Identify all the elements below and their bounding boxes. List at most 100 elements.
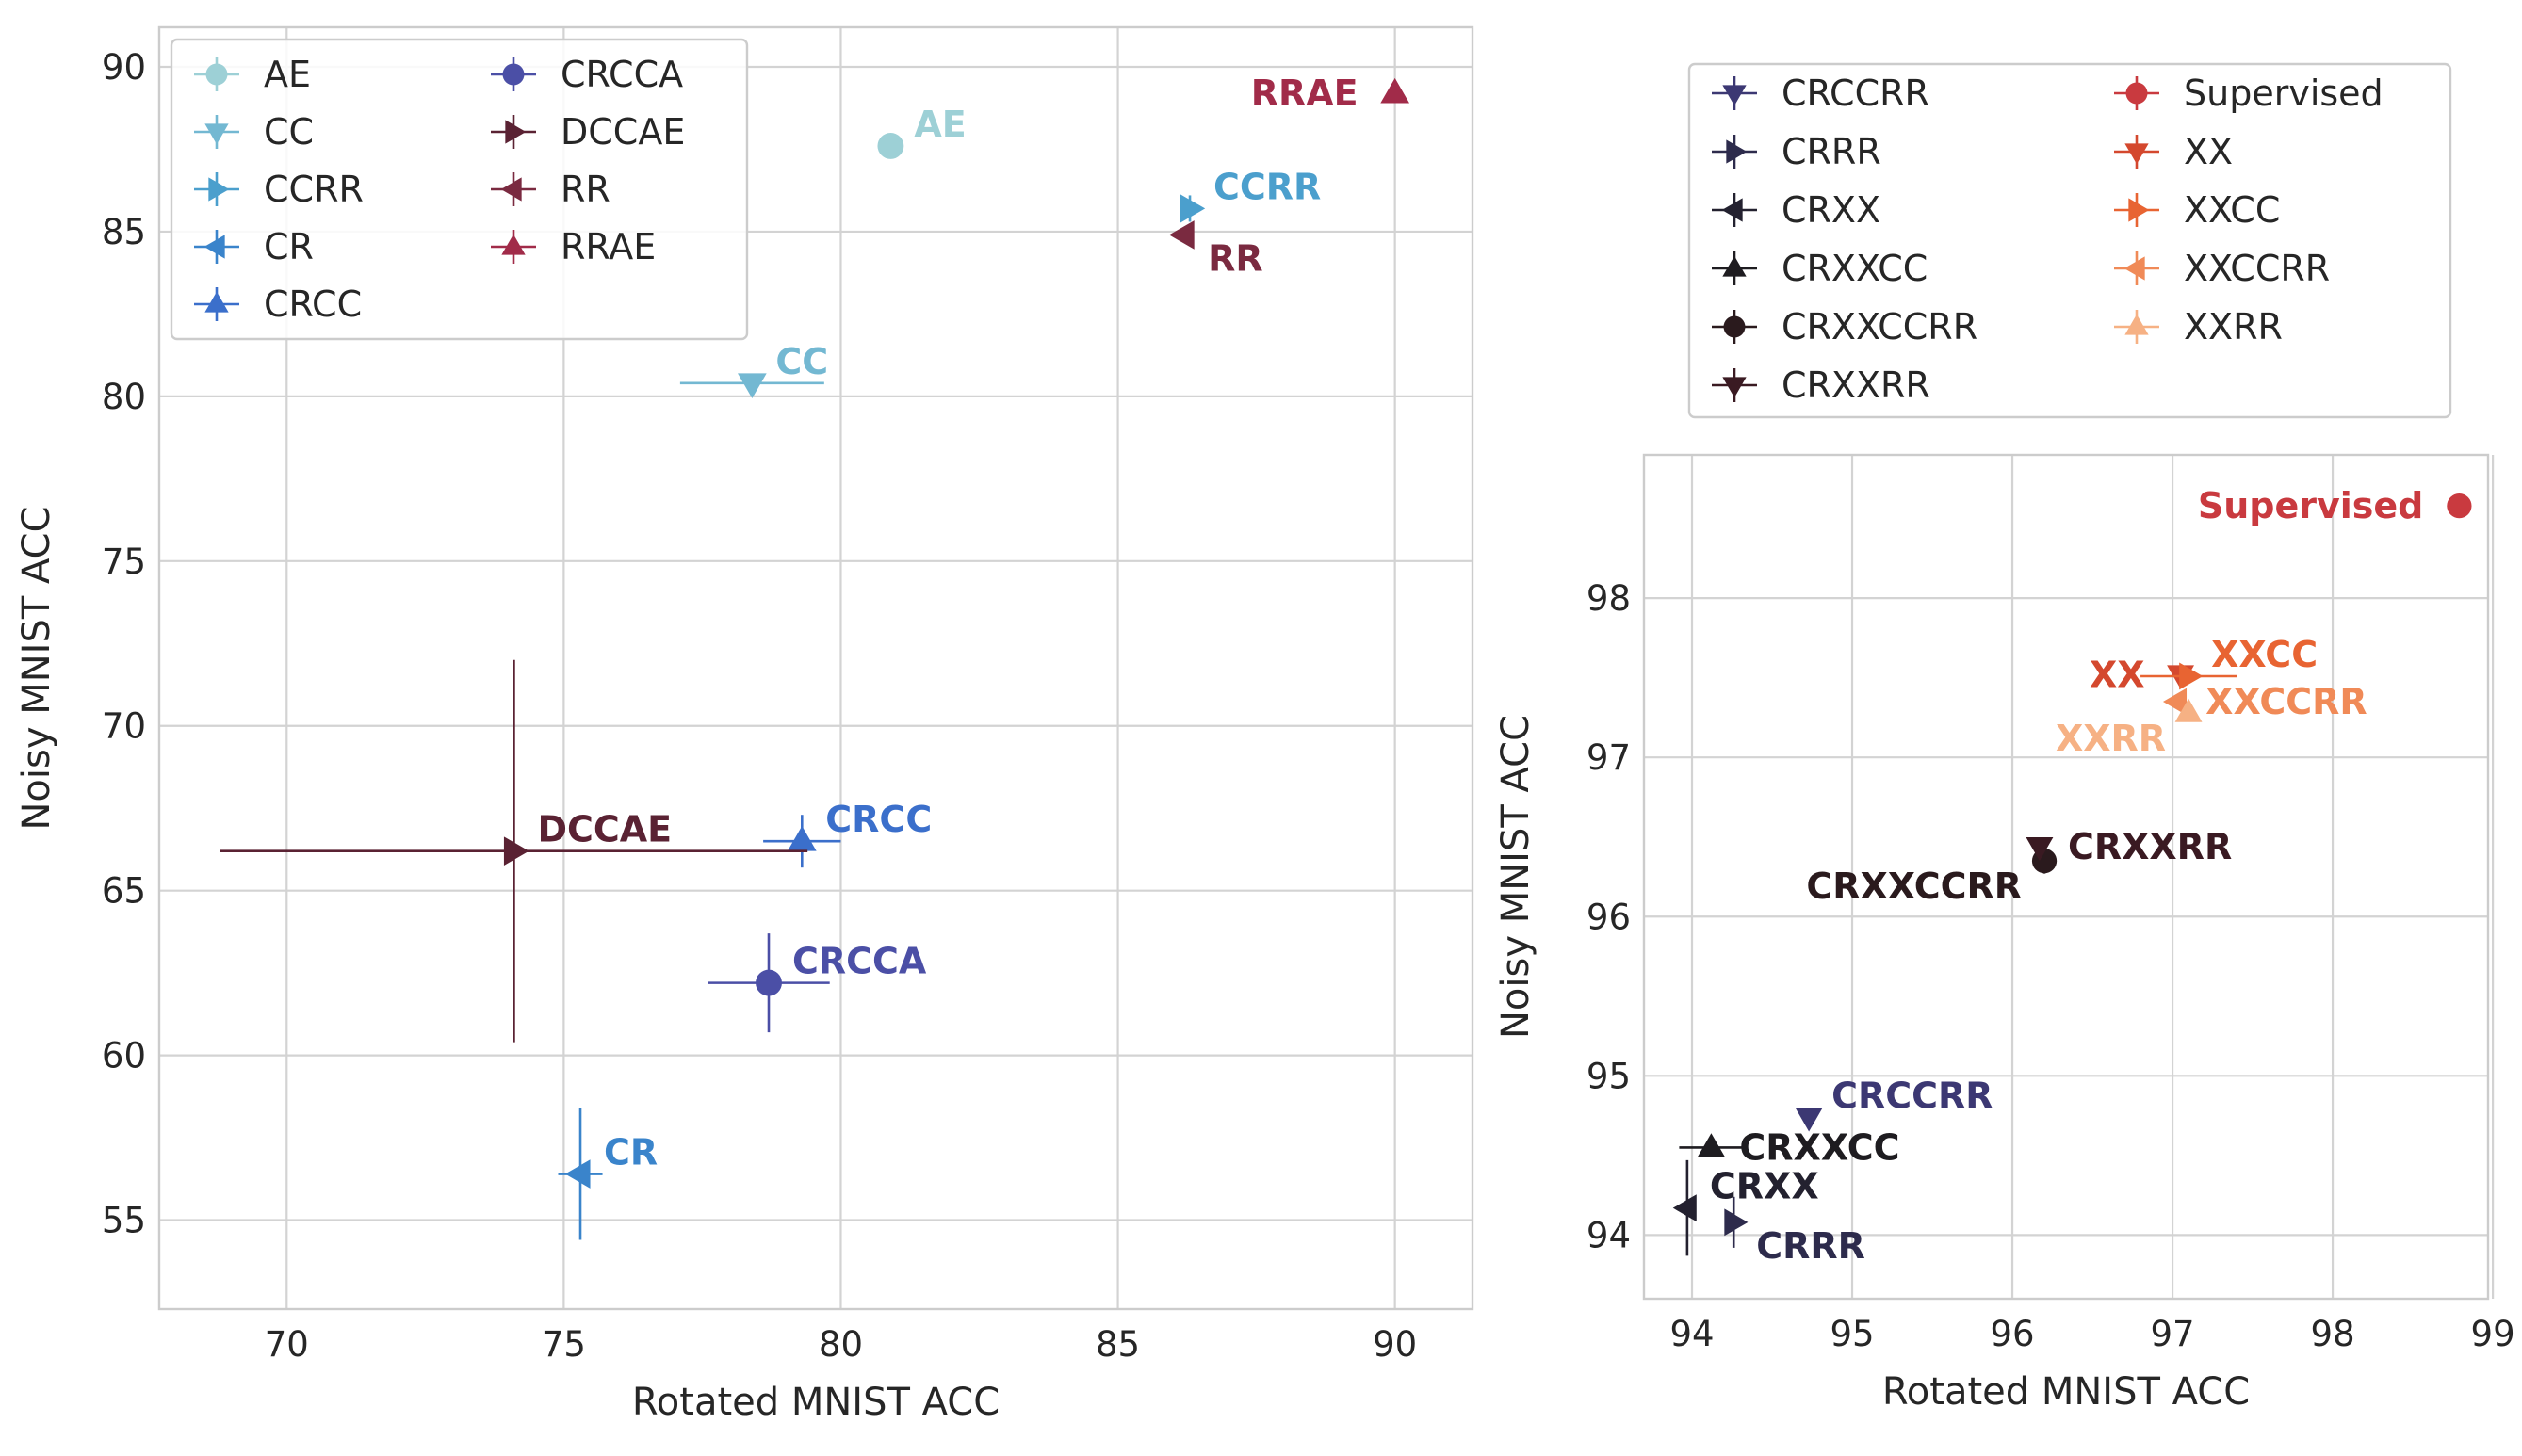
legend-label: CRCC: [264, 283, 362, 325]
legend-label: XXRR: [2184, 306, 2283, 348]
x-tick-label: 70: [265, 1324, 309, 1365]
legend: AE CC CCRR CR CRCC CRCCA DCCAE RR RRAE: [170, 38, 749, 341]
data-point-cc: CC: [679, 341, 828, 399]
legend-marker: [500, 177, 522, 202]
legend-marker: [2125, 82, 2148, 105]
data-point-crrr: CRRR: [1724, 1196, 1865, 1267]
legend-label: AE: [264, 54, 311, 95]
marker: [2162, 688, 2188, 716]
marker: [2447, 493, 2472, 519]
y-tick-label: 97: [1586, 737, 1631, 778]
legend-item-cr: CR: [194, 226, 314, 267]
point-label: XXCCRR: [2205, 681, 2367, 722]
point-label: XXRR: [2056, 718, 2166, 759]
x-tick-label: 90: [1373, 1324, 1417, 1365]
x-tick-label: 96: [1990, 1314, 2034, 1354]
legend-marker: [2128, 198, 2150, 222]
y-tick-label: 90: [102, 47, 146, 88]
y-tick-label: 85: [102, 212, 146, 252]
data-point-rr: RR: [1168, 220, 1263, 279]
legend-label: CRCCA: [561, 54, 683, 95]
marker: [738, 373, 767, 399]
y-tick-label: 96: [1586, 897, 1631, 937]
legend-marker: [204, 291, 229, 313]
x-tick-label: 95: [1830, 1314, 1874, 1354]
legend-label: XXCC: [2184, 189, 2280, 231]
marker: [787, 826, 817, 851]
legend-item-supervised: Supervised: [2114, 73, 2384, 114]
data-point-xxccrr: XXCCRR: [2162, 681, 2367, 722]
marker: [1795, 1108, 1823, 1132]
legend-item-rrae: RRAE: [491, 226, 656, 267]
legend-marker: [1723, 315, 1746, 338]
legend-label: CRXXRR: [1782, 364, 1930, 406]
point-label: CRCCA: [792, 941, 927, 982]
data-point-cr: CR: [558, 1108, 658, 1240]
y-tick-label: 95: [1586, 1056, 1631, 1096]
legend-item-crxxcc: CRXXCC: [1712, 248, 1928, 289]
y-tick-label: 94: [1586, 1215, 1631, 1255]
legend-box: [1687, 62, 2452, 419]
legend-label: RR: [561, 169, 610, 210]
legend-marker: [2124, 314, 2149, 335]
data-point-crcca: CRCCA: [708, 933, 927, 1033]
legend-label: XX: [2184, 131, 2233, 172]
x-axis-label: Rotated MNIST ACC: [1882, 1370, 2250, 1414]
y-tick-label: 75: [102, 542, 146, 582]
data-point-crccrr: CRCCRR: [1795, 1075, 1993, 1132]
point-label: DCCAE: [537, 809, 672, 850]
point-label: CRXX: [1710, 1166, 1819, 1207]
marker: [1380, 77, 1409, 104]
data-point-xxcc: XXCC: [2140, 634, 2318, 690]
legend-item-crcc: CRCC: [194, 283, 362, 325]
point-label: CRCC: [825, 799, 932, 840]
data-point-crxxcc: CRXXCC: [1679, 1126, 1900, 1168]
plot-frame: [157, 25, 1474, 1311]
x-tick-label: 98: [2311, 1314, 2355, 1354]
legend-item-crrr: CRRR: [1712, 131, 1881, 172]
data-point-xx: XX: [2090, 654, 2195, 695]
legend-label: CRCCRR: [1782, 73, 1929, 114]
legend-marker: [208, 177, 230, 202]
legend-label: CRXX: [1782, 189, 1880, 231]
legend-marker: [1722, 255, 1747, 277]
legend-item-crxxccrr: CRXXCCRR: [1712, 306, 1977, 348]
x-tick-label: 94: [1669, 1314, 1714, 1354]
legend-item-ae: AE: [194, 54, 311, 95]
legend-label: CRRR: [1782, 131, 1881, 172]
point-label: CC: [775, 341, 828, 382]
y-tick-label: 65: [102, 871, 146, 912]
legend-marker: [1726, 139, 1748, 164]
legend-marker: [204, 123, 229, 145]
legend-item-crxx: CRXX: [1712, 189, 1880, 231]
legend-item-xxrr: XXRR: [2114, 306, 2283, 348]
y-tick-label: 80: [102, 377, 146, 417]
marker: [756, 969, 782, 996]
point-label: XX: [2090, 654, 2145, 695]
legend-item-crccrr: CRCCRR: [1712, 73, 1929, 114]
data-point-crxxccrr: CRXXCCRR: [1806, 848, 2058, 907]
marker: [2026, 836, 2054, 862]
legend-marker: [502, 63, 525, 86]
left-scatter-chart: 70 75 80 85 90 55 60 65 70 75 80 85 90 Rotated MNIST …: [15, 25, 1474, 1424]
legend-label: CC: [264, 111, 314, 153]
data-point-ccrr: CCRR: [1180, 166, 1321, 223]
marker: [564, 1159, 591, 1189]
x-tick-label: 85: [1096, 1324, 1140, 1365]
legend-marker: [1722, 85, 1747, 106]
marker: [1697, 1133, 1725, 1157]
point-label: CRXXCC: [1739, 1126, 1899, 1168]
marker: [2179, 662, 2204, 690]
data-point-crxxrr: CRXXRR: [2026, 826, 2232, 867]
marker: [503, 836, 529, 866]
legend-item-xxccrr: XXCCRR: [2114, 248, 2330, 289]
y-tick-label: 60: [102, 1036, 146, 1076]
x-axis-label: Rotated MNIST ACC: [632, 1381, 1000, 1424]
marker: [1724, 1208, 1749, 1237]
data-point-supervised: Supervised: [2198, 485, 2472, 526]
legend-marker: [2124, 143, 2149, 165]
point-label: RR: [1208, 237, 1263, 279]
data-point-xxrr: XXRR: [2056, 698, 2203, 759]
y-axis-label: Noisy MNIST ACC: [15, 506, 58, 830]
